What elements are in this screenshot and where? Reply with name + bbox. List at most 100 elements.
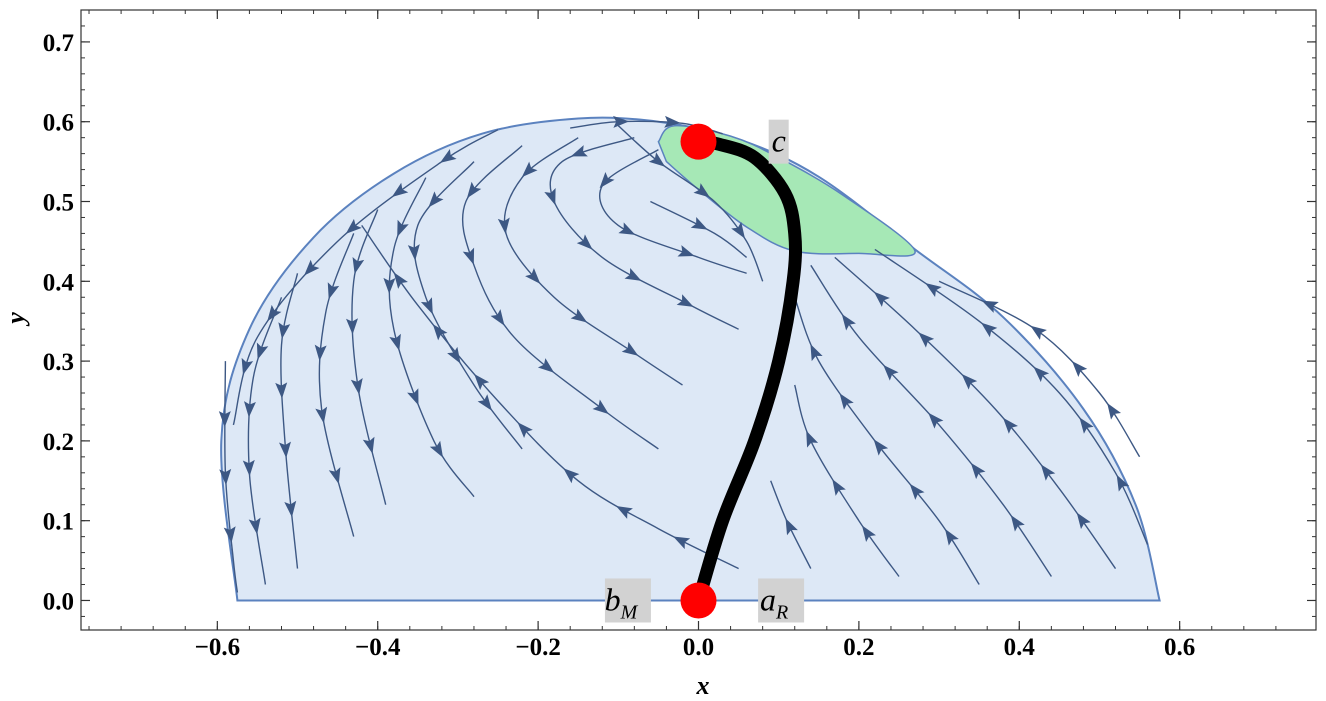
- y-tick-label: 0.1: [43, 509, 74, 536]
- stream-arrow: [981, 300, 999, 313]
- stream-arrow: [242, 459, 255, 477]
- stream-arrow: [428, 191, 444, 208]
- stream-arrow: [693, 183, 710, 198]
- stream-arrow: [346, 318, 359, 335]
- point-labels-layer: cbM aR: [604, 119, 805, 623]
- streamline: [650, 200, 748, 258]
- stream-arrow: [497, 217, 510, 235]
- stream-arrow: [592, 399, 609, 415]
- stream-arrow: [1107, 403, 1122, 420]
- stream-arrow: [1030, 325, 1047, 340]
- stream-arrow: [839, 393, 854, 410]
- stream-arrow: [241, 357, 254, 375]
- stream-arrow: [1002, 417, 1018, 434]
- stream-arrow: [621, 341, 639, 356]
- x-tick-label: −0.4: [355, 634, 401, 661]
- stream-arrow: [474, 374, 490, 391]
- stream-arrow: [420, 297, 433, 315]
- stream-arrow: [673, 536, 691, 550]
- point-label-box: [758, 578, 805, 623]
- critical-points-layer: [680, 123, 717, 619]
- stream-arrow: [1072, 361, 1088, 377]
- stream-arrow: [832, 479, 846, 496]
- stream-arrow: [1079, 417, 1094, 434]
- point-label-box: [604, 578, 651, 623]
- y-tick-label: 0.4: [43, 269, 75, 296]
- axes-layer: −0.6 −0.4 −0.2 0.0 0.2 0.4 0.6 0.0 0.1 0.2 0.3 0.4 0…: [43, 10, 1316, 661]
- stream-arrow: [466, 181, 482, 199]
- streamline: [318, 233, 355, 537]
- stream-arrow: [525, 268, 541, 284]
- stream-arrow: [664, 115, 681, 128]
- streamline: [617, 125, 764, 282]
- stream-arrow: [304, 259, 320, 276]
- stream-arrow: [537, 358, 555, 373]
- stream-arrow: [785, 518, 798, 536]
- streamline: [280, 273, 299, 569]
- stream-arrow: [447, 346, 461, 364]
- x-tick-label: 0.0: [683, 634, 714, 661]
- stream-arrow: [648, 152, 666, 167]
- stream-arrow: [345, 218, 362, 234]
- stream-arrow: [841, 313, 856, 331]
- stream-arrow: [731, 221, 746, 239]
- x-axis-label: x: [696, 671, 710, 700]
- streamline: [247, 297, 283, 585]
- y-tick-label: 0.7: [43, 30, 74, 57]
- stream-arrow: [327, 282, 340, 300]
- stream-arrow: [618, 222, 636, 235]
- stream-arrow: [279, 441, 291, 458]
- stream-arrow: [676, 294, 694, 307]
- y-tick-label: 0.6: [43, 110, 74, 137]
- stream-arrow: [1033, 366, 1050, 383]
- streamline: [361, 224, 739, 570]
- stream-arrow: [248, 517, 261, 535]
- stream-arrow: [275, 382, 288, 399]
- stream-arrow: [928, 412, 944, 429]
- stream-arrow: [810, 344, 823, 362]
- stream-arrow: [429, 440, 443, 458]
- stream-arrow: [1010, 515, 1025, 532]
- stream-arrow: [576, 234, 593, 250]
- stream-arrow: [267, 304, 282, 322]
- stream-arrow: [599, 172, 615, 189]
- y-tick-label: 0.3: [43, 349, 74, 376]
- stream-arrow: [490, 309, 505, 326]
- stream-arrow: [397, 219, 409, 237]
- stream-arrow: [223, 526, 236, 543]
- stream-arrow: [219, 468, 232, 486]
- x-tick-label: −0.2: [515, 634, 561, 661]
- x-tick-label: 0.6: [1164, 634, 1195, 661]
- stream-arrow: [315, 406, 328, 424]
- stream-arrow: [1076, 512, 1091, 530]
- stream-arrow: [861, 525, 876, 542]
- stream-arrow: [462, 247, 475, 265]
- heteroclinic-curve: [692, 135, 803, 607]
- stream-arrow: [517, 422, 533, 439]
- stream-arrow: [393, 272, 408, 289]
- stream-arrow: [352, 257, 365, 274]
- x-tick-label: 0.2: [843, 634, 874, 661]
- stream-arrow: [563, 468, 580, 484]
- stream-arrow: [218, 411, 231, 428]
- stream-arrow: [383, 277, 396, 294]
- stream-arrow: [278, 322, 291, 340]
- x-tick-label: −0.6: [195, 634, 241, 661]
- x-tick-label: 0.4: [1004, 634, 1036, 661]
- stream-arrow: [570, 308, 588, 323]
- y-tick-label: 0.5: [43, 190, 74, 217]
- critical-point: [680, 123, 717, 160]
- stream-arrow: [389, 333, 401, 351]
- stream-arrow: [314, 344, 327, 362]
- stream-arrow: [243, 401, 256, 418]
- stream-arrow: [944, 528, 959, 546]
- stream-arrow: [407, 244, 420, 261]
- stream-arrow: [981, 322, 998, 338]
- stream-arrow: [883, 364, 899, 381]
- streamlines-layer: [218, 115, 1149, 593]
- streamline: [232, 129, 499, 426]
- stream-arrow: [570, 145, 588, 157]
- stream-arrow: [918, 332, 935, 348]
- stream-arrow: [256, 342, 269, 360]
